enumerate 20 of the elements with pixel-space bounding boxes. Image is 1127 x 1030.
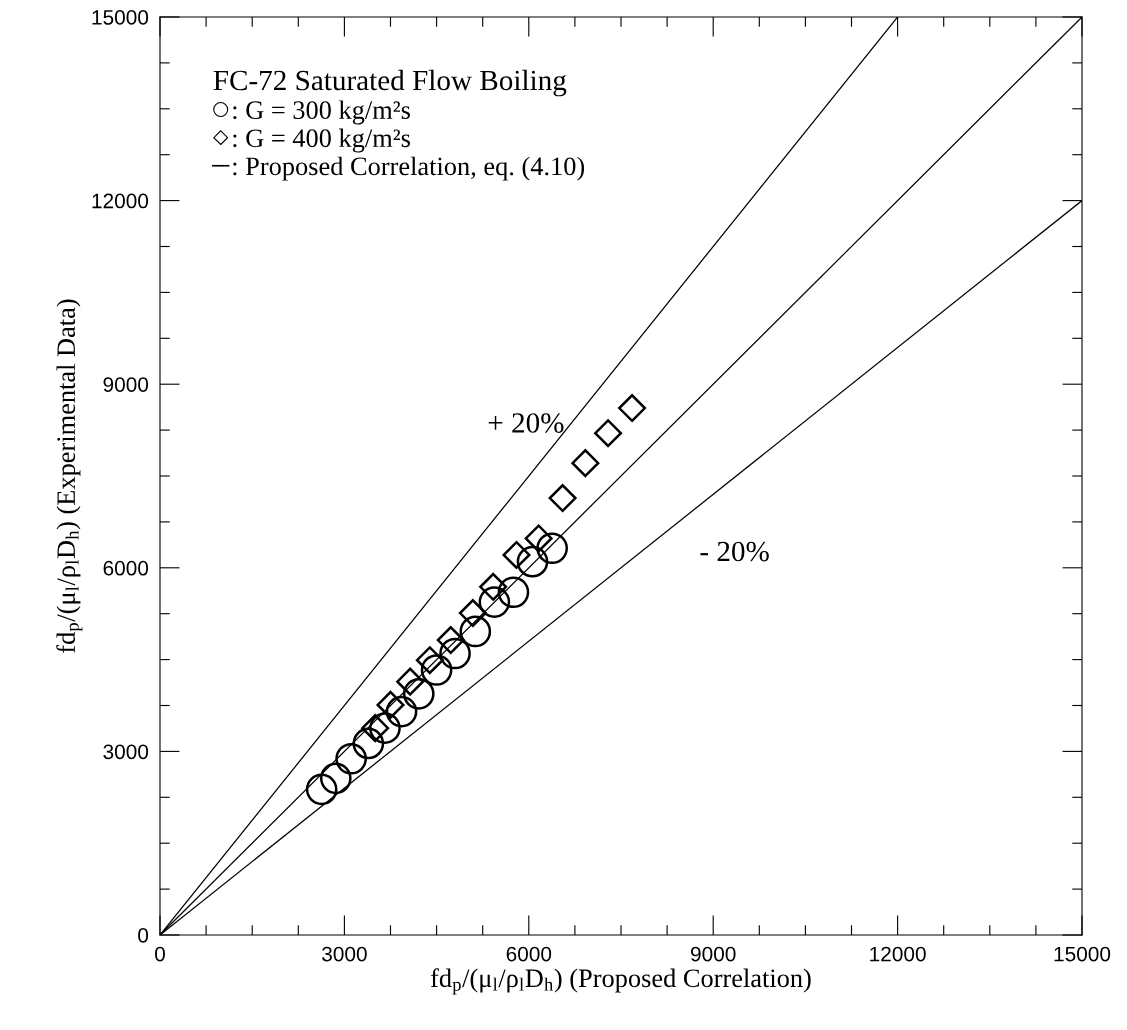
legend-label: : G = 300 kg/m²s bbox=[233, 100, 410, 125]
text: fd$_{p}$/(μ$_{l}$/ρ$_{l}$D$_{h}$) (Experimental Data) bbox=[56, 299, 83, 653]
y-tick-label: 9000 bbox=[103, 377, 149, 392]
y-tick-label: 0 bbox=[138, 928, 149, 943]
x-tick-label: 0 bbox=[155, 946, 165, 962]
y-tick-label: 6000 bbox=[103, 560, 149, 576]
y-tick-label: 3000 bbox=[103, 744, 149, 760]
x-tick-label: 15000 bbox=[1054, 946, 1111, 962]
x-tick-label: 12000 bbox=[870, 946, 926, 962]
legend-label: : Proposed Correlation, eq. (4.10) bbox=[233, 156, 585, 181]
x-tick-label: 3000 bbox=[322, 946, 367, 962]
y-tick-label: 15000 bbox=[92, 10, 149, 25]
annotation: + 20% bbox=[488, 413, 564, 433]
x-tick-label: 9000 bbox=[691, 946, 736, 962]
text: fd$_{p}$/(μ$_{l}$/ρ$_{l}$D$_{h}$) (Proposed Correlation) bbox=[430, 968, 811, 995]
legend-title: FC-72 Saturated Flow Boiling bbox=[213, 69, 567, 97]
legend-label: : G = 400 kg/m²s bbox=[233, 128, 410, 153]
annotation: - 20% bbox=[700, 541, 769, 562]
x-tick-label: 6000 bbox=[506, 946, 552, 962]
y-tick-label: 12000 bbox=[92, 193, 149, 209]
